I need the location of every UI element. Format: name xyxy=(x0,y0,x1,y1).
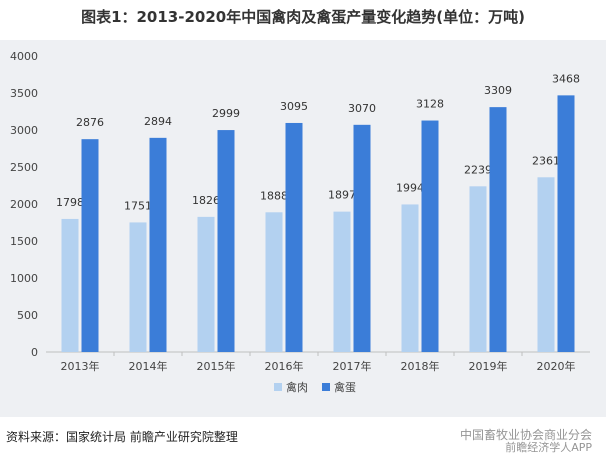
bar-eggs xyxy=(421,120,439,352)
data-label: 1826 xyxy=(192,194,220,207)
bar-poultry-meat xyxy=(265,212,283,352)
bar-eggs xyxy=(489,107,507,352)
y-tick-label: 1000 xyxy=(10,272,38,285)
data-label: 1751 xyxy=(124,199,152,212)
x-tick-label: 2019年 xyxy=(469,359,508,373)
bar-poultry-meat xyxy=(469,186,487,352)
bar-eggs xyxy=(217,130,235,352)
x-tick-label: 2020年 xyxy=(537,359,576,373)
bar-chart: 0 500 1000 1500 2000 2500 3000 3500 4000 1798 2876… xyxy=(10,50,590,394)
chart-panel: 0 500 1000 1500 2000 2500 3000 3500 4000 1798 2876… xyxy=(0,40,606,417)
data-label: 2239 xyxy=(464,163,492,176)
data-label: 1888 xyxy=(260,189,288,202)
data-label: 1798 xyxy=(56,196,84,209)
bar-eggs xyxy=(149,137,167,352)
bar-eggs xyxy=(353,124,371,352)
x-tick-label: 2015年 xyxy=(197,359,236,373)
y-tick-label: 2500 xyxy=(10,161,38,174)
data-label: 3128 xyxy=(416,98,444,111)
bar-poultry-meat xyxy=(333,211,351,352)
bar-poultry-meat xyxy=(61,218,79,352)
watermark-line1: 中国畜牧业协会商业分会 xyxy=(459,428,592,442)
y-tick-label: 2000 xyxy=(10,198,38,211)
legend-label: 禽蛋 xyxy=(334,380,356,394)
bar-eggs xyxy=(557,95,575,353)
y-tick-label: 4000 xyxy=(10,50,38,63)
x-tick-label: 2014年 xyxy=(129,359,168,373)
bar-eggs xyxy=(81,139,99,352)
y-tick-label: 1500 xyxy=(10,235,38,248)
bar-eggs xyxy=(285,122,303,352)
bar-poultry-meat xyxy=(401,204,419,352)
watermark-line2: 前瞻经济学人APP xyxy=(505,441,592,454)
data-label: 3095 xyxy=(280,100,308,113)
legend-swatch-poultry-meat xyxy=(274,383,282,391)
y-tick-label: 3500 xyxy=(10,87,38,100)
data-label: 2361 xyxy=(532,154,560,167)
data-label: 2876 xyxy=(76,116,104,129)
data-label: 3070 xyxy=(348,102,376,115)
watermark: 中国畜牧业协会商业分会 前瞻经济学人APP xyxy=(460,426,592,455)
y-tick-label: 500 xyxy=(17,309,38,322)
data-label: 3309 xyxy=(484,84,512,97)
bar-poultry-meat xyxy=(197,216,215,352)
legend-label: 禽肉 xyxy=(286,380,308,394)
source-note: 资料来源：国家统计局 前瞻产业研究院整理 xyxy=(6,430,238,444)
x-tick-label: 2017年 xyxy=(333,359,372,373)
data-label: 3468 xyxy=(552,72,580,85)
y-tick-label: 0 xyxy=(31,346,38,359)
x-tick-label: 2013年 xyxy=(61,359,100,373)
x-tick-label: 2016年 xyxy=(265,359,304,373)
y-tick-label: 3000 xyxy=(10,124,38,137)
data-label: 2894 xyxy=(144,115,172,128)
bar-poultry-meat xyxy=(129,222,147,352)
data-label: 1994 xyxy=(396,181,424,194)
data-label: 1897 xyxy=(328,189,356,202)
legend-swatch-eggs xyxy=(322,383,330,391)
x-tick-label: 2018年 xyxy=(401,359,440,373)
data-label: 2999 xyxy=(212,107,240,120)
chart-title: 图表1：2013-2020年中国禽肉及禽蛋产量变化趋势(单位：万吨) xyxy=(81,8,525,26)
bar-poultry-meat xyxy=(537,177,555,352)
